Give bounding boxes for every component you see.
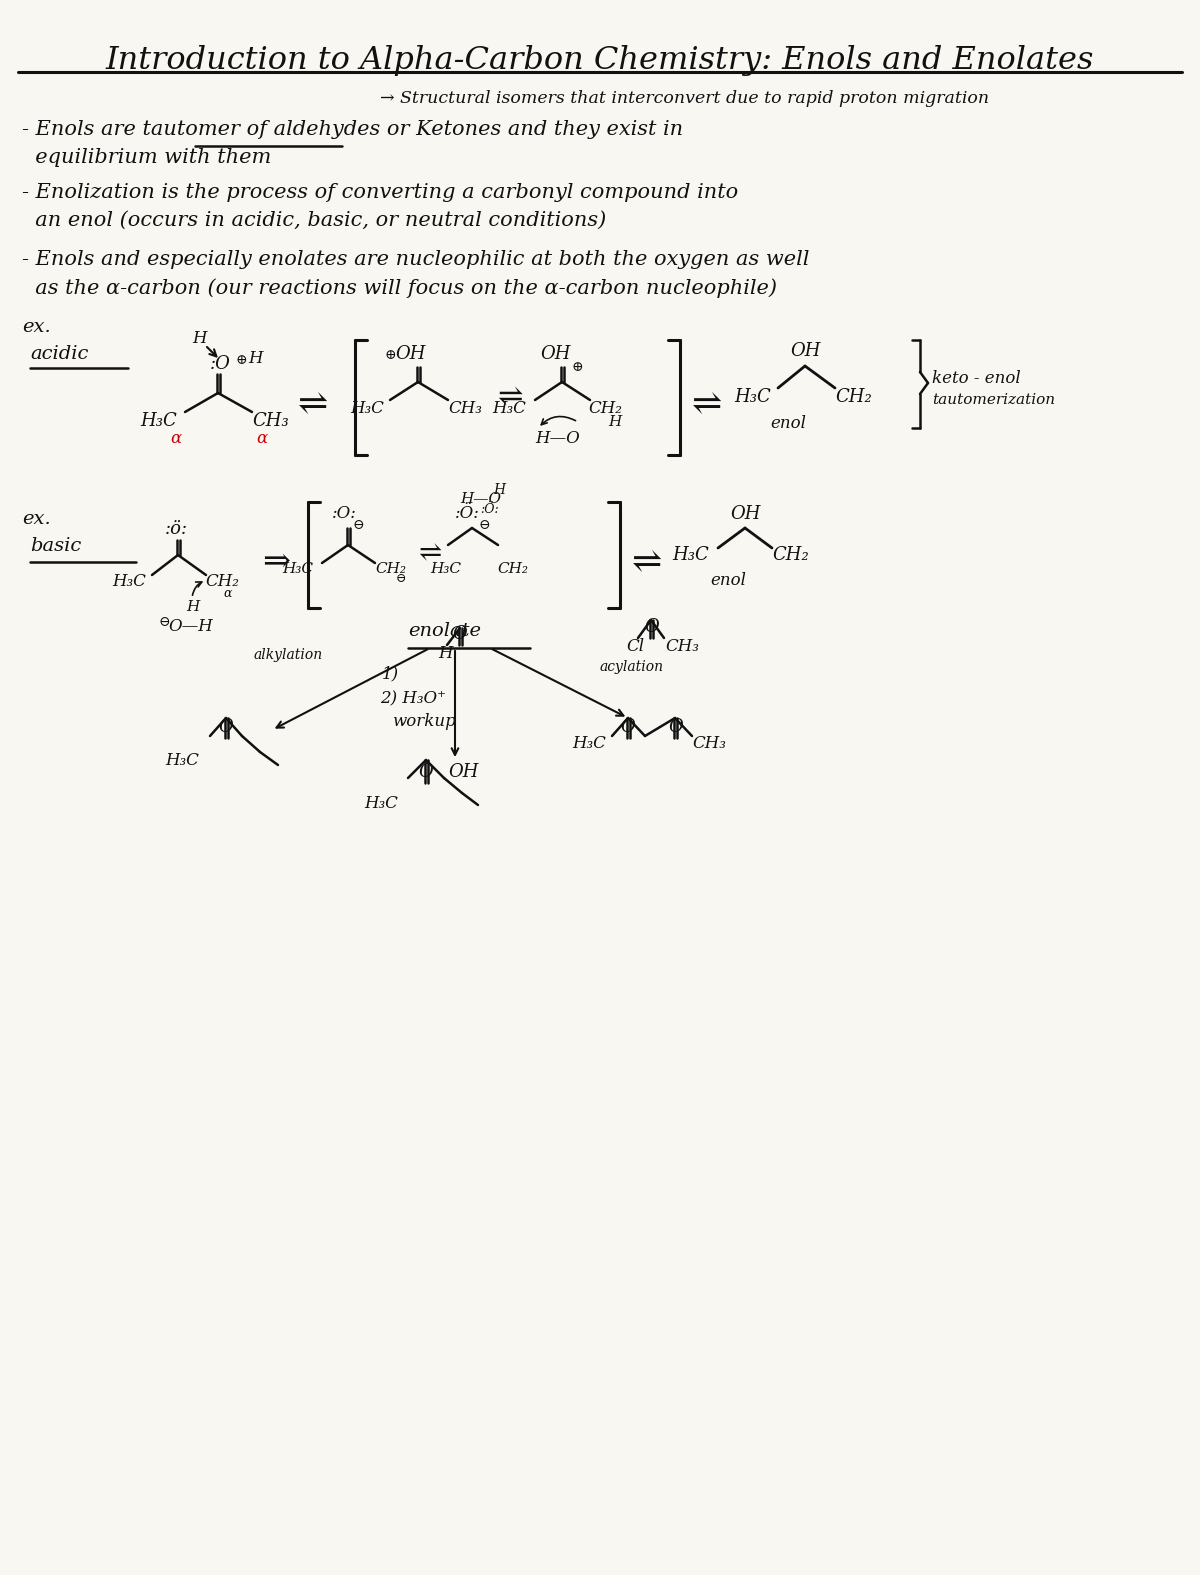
- Text: OH: OH: [540, 345, 570, 362]
- Text: basic: basic: [30, 537, 82, 554]
- Text: H: H: [608, 414, 622, 428]
- Text: OH: OH: [448, 762, 479, 781]
- Text: - Enolization is the process of converting a carbonyl compound into: - Enolization is the process of converti…: [22, 183, 738, 202]
- Text: as the α-carbon (our reactions will focus on the α-carbon nucleophile): as the α-carbon (our reactions will focu…: [22, 279, 778, 298]
- Text: enol: enol: [770, 414, 806, 432]
- Text: ⇌: ⇌: [692, 387, 722, 422]
- Text: H—O: H—O: [460, 491, 502, 506]
- Text: 2) H₃O⁺: 2) H₃O⁺: [380, 690, 446, 707]
- Text: 1): 1): [382, 665, 400, 682]
- Text: :O: :O: [210, 354, 230, 373]
- Text: α: α: [256, 430, 268, 447]
- Text: H—O: H—O: [535, 430, 580, 447]
- Text: ⊖: ⊖: [158, 614, 169, 628]
- Text: OH: OH: [790, 342, 821, 361]
- Text: H₃C: H₃C: [282, 562, 313, 576]
- Text: CH₂: CH₂: [205, 573, 239, 591]
- Text: H₃C: H₃C: [350, 400, 384, 417]
- Text: ⇒: ⇒: [262, 547, 290, 578]
- Text: OH: OH: [730, 506, 761, 523]
- Text: OH: OH: [395, 345, 426, 362]
- Text: :Ö:: :Ö:: [480, 502, 499, 517]
- Text: O: O: [620, 718, 635, 736]
- Text: H: H: [438, 646, 452, 662]
- Text: O: O: [452, 625, 467, 643]
- Text: α: α: [223, 587, 232, 600]
- Text: H₃C: H₃C: [430, 562, 461, 576]
- Text: CH₂: CH₂: [374, 562, 406, 576]
- Text: ⊕: ⊕: [572, 361, 583, 373]
- Text: acylation: acylation: [600, 660, 664, 674]
- Text: CH₃: CH₃: [665, 638, 698, 655]
- Text: H₃C: H₃C: [734, 387, 770, 406]
- Text: O: O: [644, 617, 659, 636]
- Text: enolate: enolate: [408, 622, 481, 639]
- Text: - Enols are tautomer of aldehydes or Ketones and they exist in: - Enols are tautomer of aldehydes or Ket…: [22, 120, 683, 139]
- Text: ex.: ex.: [22, 510, 50, 528]
- Text: ⊖: ⊖: [352, 518, 364, 532]
- Text: ⊖: ⊖: [396, 572, 407, 584]
- Text: H₃C: H₃C: [572, 736, 606, 751]
- Text: an enol (occurs in acidic, basic, or neutral conditions): an enol (occurs in acidic, basic, or neu…: [22, 211, 606, 230]
- Text: :Ö:: :Ö:: [455, 506, 480, 521]
- Text: CH₃: CH₃: [692, 736, 726, 751]
- Text: ex.: ex.: [22, 318, 50, 335]
- Text: → Structural isomers that interconvert due to rapid proton migration: → Structural isomers that interconvert d…: [380, 90, 989, 107]
- Text: enol: enol: [710, 572, 746, 589]
- Text: H₃C: H₃C: [492, 400, 526, 417]
- Text: H₃C: H₃C: [672, 547, 709, 564]
- Text: CH₂: CH₂: [497, 562, 528, 576]
- Text: H: H: [186, 600, 199, 614]
- Text: ⇌: ⇌: [632, 547, 662, 580]
- Text: alkylation: alkylation: [254, 647, 323, 662]
- Text: CH₂: CH₂: [835, 387, 871, 406]
- Text: H₃C: H₃C: [112, 573, 146, 591]
- Text: ⊖: ⊖: [478, 518, 490, 532]
- Text: keto - enol: keto - enol: [932, 370, 1021, 387]
- Text: α: α: [170, 430, 181, 447]
- Text: CH₃: CH₃: [448, 400, 482, 417]
- Text: tautomerization: tautomerization: [932, 394, 1055, 406]
- Text: O: O: [218, 718, 233, 736]
- Text: ⇌: ⇌: [498, 383, 523, 413]
- Text: equilibrium with them: equilibrium with them: [22, 148, 271, 167]
- Text: CH₃: CH₃: [252, 413, 289, 430]
- Text: O—H: O—H: [168, 617, 212, 635]
- Text: Cl: Cl: [626, 638, 644, 655]
- Text: H₃C: H₃C: [166, 751, 199, 769]
- Text: acidic: acidic: [30, 345, 89, 362]
- Text: H₃C: H₃C: [364, 795, 398, 813]
- Text: Introduction to Alpha-Carbon Chemistry: Enols and Enolates: Introduction to Alpha-Carbon Chemistry: …: [106, 46, 1094, 76]
- Text: CH₂: CH₂: [772, 547, 809, 564]
- Text: H: H: [192, 331, 206, 346]
- Text: ⇌: ⇌: [418, 540, 442, 567]
- Text: ⊕: ⊕: [385, 348, 397, 362]
- Text: H: H: [248, 350, 263, 367]
- Text: :ö:: :ö:: [166, 520, 188, 539]
- Text: H: H: [493, 484, 505, 498]
- Text: :O:: :O:: [332, 506, 356, 521]
- Text: CH₂: CH₂: [588, 400, 622, 417]
- Text: - Enols and especially enolates are nucleophilic at both the oxygen as well: - Enols and especially enolates are nucl…: [22, 250, 809, 269]
- Text: O: O: [668, 718, 683, 736]
- Text: ⊕: ⊕: [236, 353, 247, 367]
- Text: ⇌: ⇌: [298, 387, 329, 422]
- Text: workup: workup: [392, 713, 456, 729]
- Text: O: O: [418, 762, 433, 781]
- Text: H₃C: H₃C: [140, 413, 176, 430]
